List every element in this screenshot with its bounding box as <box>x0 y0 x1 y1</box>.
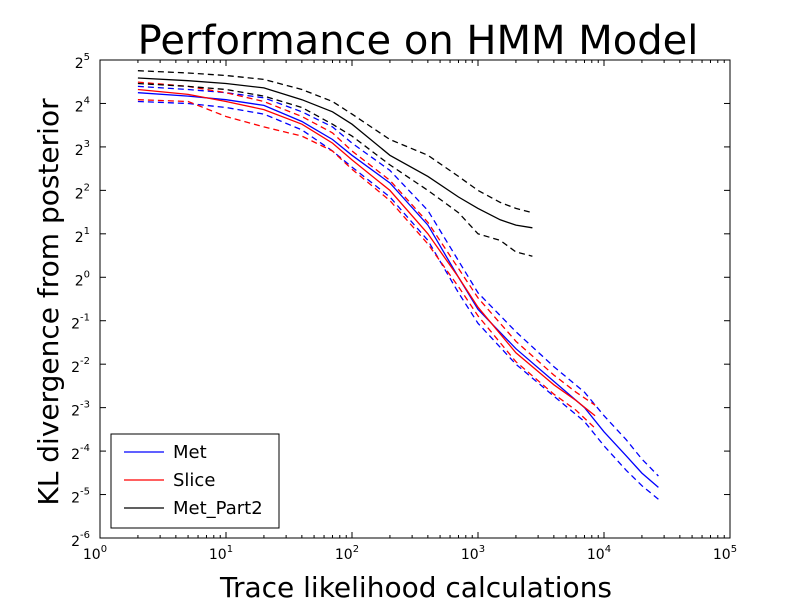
plot-area <box>99 59 731 539</box>
y-axis-label: KL divergence from posterior <box>32 98 65 506</box>
y-tick-label-4: 2-2 <box>71 356 90 376</box>
x-tick-label-4: 104 <box>587 544 611 563</box>
y-tick-label-7: 21 <box>75 226 90 246</box>
series-line-6 <box>137 77 533 229</box>
x-tick-label-5: 105 <box>713 544 737 563</box>
x-tick-label-0: 100 <box>83 544 107 563</box>
y-tick-label-9: 23 <box>75 139 90 159</box>
y-tick-label-1: 2-5 <box>71 487 90 507</box>
y-tick-label-5: 2-1 <box>71 313 90 333</box>
y-tick-label-3: 2-3 <box>71 400 90 420</box>
legend-label-0: Met <box>173 442 207 463</box>
x-axis-label: Trace likelihood calculations <box>219 571 612 604</box>
legend: Met Slice Met_Part2 <box>110 433 280 529</box>
series-line-4 <box>137 81 596 406</box>
series-line-3 <box>137 88 596 417</box>
y-tick-label-2: 2-4 <box>71 443 90 463</box>
series-line-7 <box>137 70 533 214</box>
series-layer <box>137 70 659 500</box>
x-tick-label-2: 102 <box>335 544 359 563</box>
legend-label-2: Met_Part2 <box>173 498 263 519</box>
series-line-0 <box>137 92 659 488</box>
chart-title: Performance on HMM Model <box>138 18 699 64</box>
x-axis: 100 101 102 103 104 105 <box>83 60 737 563</box>
y-axis: 2-6 2-5 2-4 2-3 2-2 2-1 20 21 22 23 24 25 <box>71 52 730 550</box>
y-tick-label-0: 2-6 <box>71 530 90 550</box>
legend-box <box>110 433 280 529</box>
series-line-8 <box>137 82 533 257</box>
y-tick-label-6: 20 <box>75 269 90 289</box>
legend-label-1: Slice <box>173 470 215 491</box>
series-line-5 <box>137 99 596 429</box>
series-line-1 <box>137 85 659 477</box>
y-tick-label-11: 25 <box>75 52 90 72</box>
x-tick-label-3: 103 <box>461 544 485 563</box>
x-tick-label-1: 101 <box>209 544 233 563</box>
y-tick-label-8: 22 <box>75 182 90 202</box>
y-tick-label-10: 24 <box>75 95 90 115</box>
series-line-2 <box>137 100 659 500</box>
